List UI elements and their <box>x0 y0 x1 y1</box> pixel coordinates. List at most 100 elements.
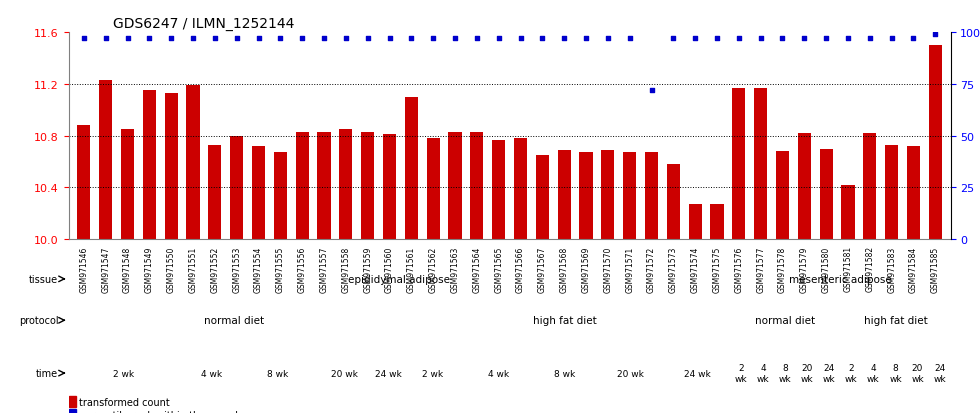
Text: 2 wk: 2 wk <box>421 369 443 377</box>
Text: 20
wk: 20 wk <box>911 363 924 383</box>
Point <box>98 36 114 43</box>
Text: 24 wk: 24 wk <box>375 369 402 377</box>
Point <box>665 36 681 43</box>
Bar <box>296 133 309 240</box>
Bar <box>819 149 833 240</box>
Bar <box>426 139 440 240</box>
Point <box>141 36 157 43</box>
Point <box>731 36 747 43</box>
Point <box>513 36 528 43</box>
Point <box>425 36 441 43</box>
Text: percentile rank within the sample: percentile rank within the sample <box>79 410 244 413</box>
Bar <box>121 130 134 240</box>
Point <box>469 36 485 43</box>
Text: 2
wk: 2 wk <box>845 363 858 383</box>
Point <box>185 36 201 43</box>
Text: high fat diet: high fat diet <box>863 316 927 325</box>
Point <box>381 36 397 43</box>
Point <box>294 36 310 43</box>
Point <box>534 36 550 43</box>
Point <box>862 36 878 43</box>
Text: epididymal adipose: epididymal adipose <box>348 274 451 284</box>
Point <box>644 88 660 94</box>
Bar <box>776 152 789 240</box>
Bar <box>492 140 506 240</box>
Text: 8 wk: 8 wk <box>268 369 289 377</box>
Text: 4
wk: 4 wk <box>867 363 880 383</box>
Bar <box>405 97 417 240</box>
Text: high fat diet: high fat diet <box>533 316 597 325</box>
Text: 24 wk: 24 wk <box>684 369 710 377</box>
Text: 2
wk: 2 wk <box>735 363 748 383</box>
Bar <box>710 205 723 240</box>
Text: mesenteric adipose: mesenteric adipose <box>789 274 892 284</box>
Text: time: time <box>36 368 59 378</box>
Bar <box>165 94 177 240</box>
Point <box>840 36 856 43</box>
Point <box>76 36 92 43</box>
Point <box>906 36 921 43</box>
Text: 20 wk: 20 wk <box>617 369 644 377</box>
Text: 24
wk: 24 wk <box>933 363 946 383</box>
Bar <box>906 147 920 240</box>
Point <box>927 32 943 38</box>
Text: transformed count: transformed count <box>79 396 171 407</box>
Point <box>578 36 594 43</box>
Bar <box>579 153 593 240</box>
Text: 8
wk: 8 wk <box>779 363 792 383</box>
Text: GDS6247 / ILMN_1252144: GDS6247 / ILMN_1252144 <box>113 17 294 31</box>
Bar <box>885 145 899 240</box>
Bar <box>536 156 549 240</box>
Bar <box>69 396 76 407</box>
Bar <box>99 81 113 240</box>
Bar <box>77 126 90 240</box>
Point <box>360 36 375 43</box>
Bar <box>842 185 855 240</box>
Point <box>622 36 638 43</box>
Text: 2 wk: 2 wk <box>113 369 134 377</box>
Text: 4 wk: 4 wk <box>488 369 510 377</box>
Bar <box>558 150 570 240</box>
Text: 20 wk: 20 wk <box>331 369 358 377</box>
Point <box>120 36 135 43</box>
Bar <box>732 88 746 240</box>
Bar <box>689 205 702 240</box>
Text: normal diet: normal diet <box>204 316 264 325</box>
Point <box>818 36 834 43</box>
Point <box>710 36 725 43</box>
Text: protocol: protocol <box>19 316 59 325</box>
Point <box>774 36 790 43</box>
Bar <box>602 150 614 240</box>
Point <box>447 36 463 43</box>
Bar <box>143 91 156 240</box>
Point <box>164 36 179 43</box>
Point <box>404 36 419 43</box>
Text: 20
wk: 20 wk <box>801 363 813 383</box>
Text: 4
wk: 4 wk <box>757 363 769 383</box>
Point <box>600 36 615 43</box>
Text: 4 wk: 4 wk <box>201 369 222 377</box>
Bar <box>666 165 680 240</box>
Bar <box>273 153 287 240</box>
Bar <box>209 145 221 240</box>
Point <box>687 36 703 43</box>
Bar <box>449 133 462 240</box>
Bar <box>755 88 767 240</box>
Text: 24
wk: 24 wk <box>823 363 836 383</box>
Bar <box>186 86 200 240</box>
Point <box>251 36 267 43</box>
Text: tissue: tissue <box>29 274 59 284</box>
Point <box>491 36 507 43</box>
Bar <box>383 135 396 240</box>
Bar <box>623 153 636 240</box>
Bar <box>362 133 374 240</box>
Point <box>317 36 332 43</box>
Bar <box>929 46 942 240</box>
Bar <box>798 134 810 240</box>
Point <box>557 36 572 43</box>
Bar <box>318 133 330 240</box>
Bar <box>470 133 483 240</box>
Point <box>207 36 222 43</box>
Text: 8
wk: 8 wk <box>889 363 902 383</box>
Point <box>797 36 812 43</box>
